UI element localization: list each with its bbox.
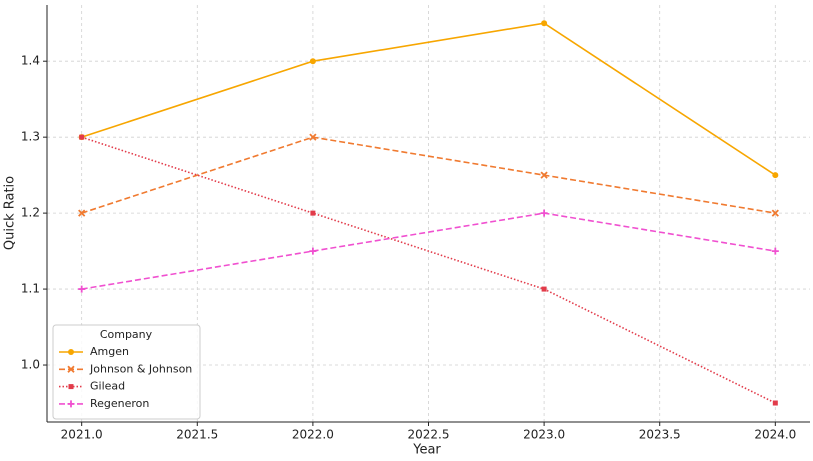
y-tick-label: 1.3 [21,130,40,144]
line [81,136,776,214]
x-tick-label: 2023.0 [523,428,565,442]
y-tick-label: 1.4 [21,54,40,68]
x-tick-label: 2021.5 [176,428,218,442]
legend-label: Amgen [90,345,129,358]
marker [309,58,316,65]
y-axis-label: Quick Ratio [3,176,18,250]
line [81,136,776,404]
line [81,22,776,176]
y-tick-label: 1.0 [21,358,40,372]
legend-marker [68,384,74,390]
marker [772,172,779,179]
y-tick-label: 1.2 [21,206,40,220]
x-tick-label: 2022.0 [292,428,334,442]
x-tick-label: 2022.5 [408,428,450,442]
x-axis-label: Year [412,443,441,458]
marker [309,247,317,255]
x-tick-label: 2024.0 [754,428,796,442]
y-tick-label: 1.1 [21,282,40,296]
marker [771,247,779,255]
legend-marker [67,365,75,373]
marker [772,400,778,406]
legend-label: Regeneron [90,397,149,410]
line [81,212,776,290]
marker [78,209,86,217]
legend-marker [67,400,75,408]
legend-title: Company [100,328,153,341]
legend-label: Gilead [90,380,125,393]
legend-label: Johnson & Johnson [89,362,192,375]
marker [540,171,548,179]
marker [79,134,85,140]
x-tick-label: 2023.5 [639,428,681,442]
marker [309,133,317,141]
marker [78,285,86,293]
legend-marker [68,349,74,355]
marker [541,286,547,292]
marker [310,210,316,216]
marker [541,20,548,27]
x-tick-label: 2021.0 [61,428,103,442]
marker [540,209,548,217]
legend-box [52,324,201,420]
marker [771,209,779,217]
